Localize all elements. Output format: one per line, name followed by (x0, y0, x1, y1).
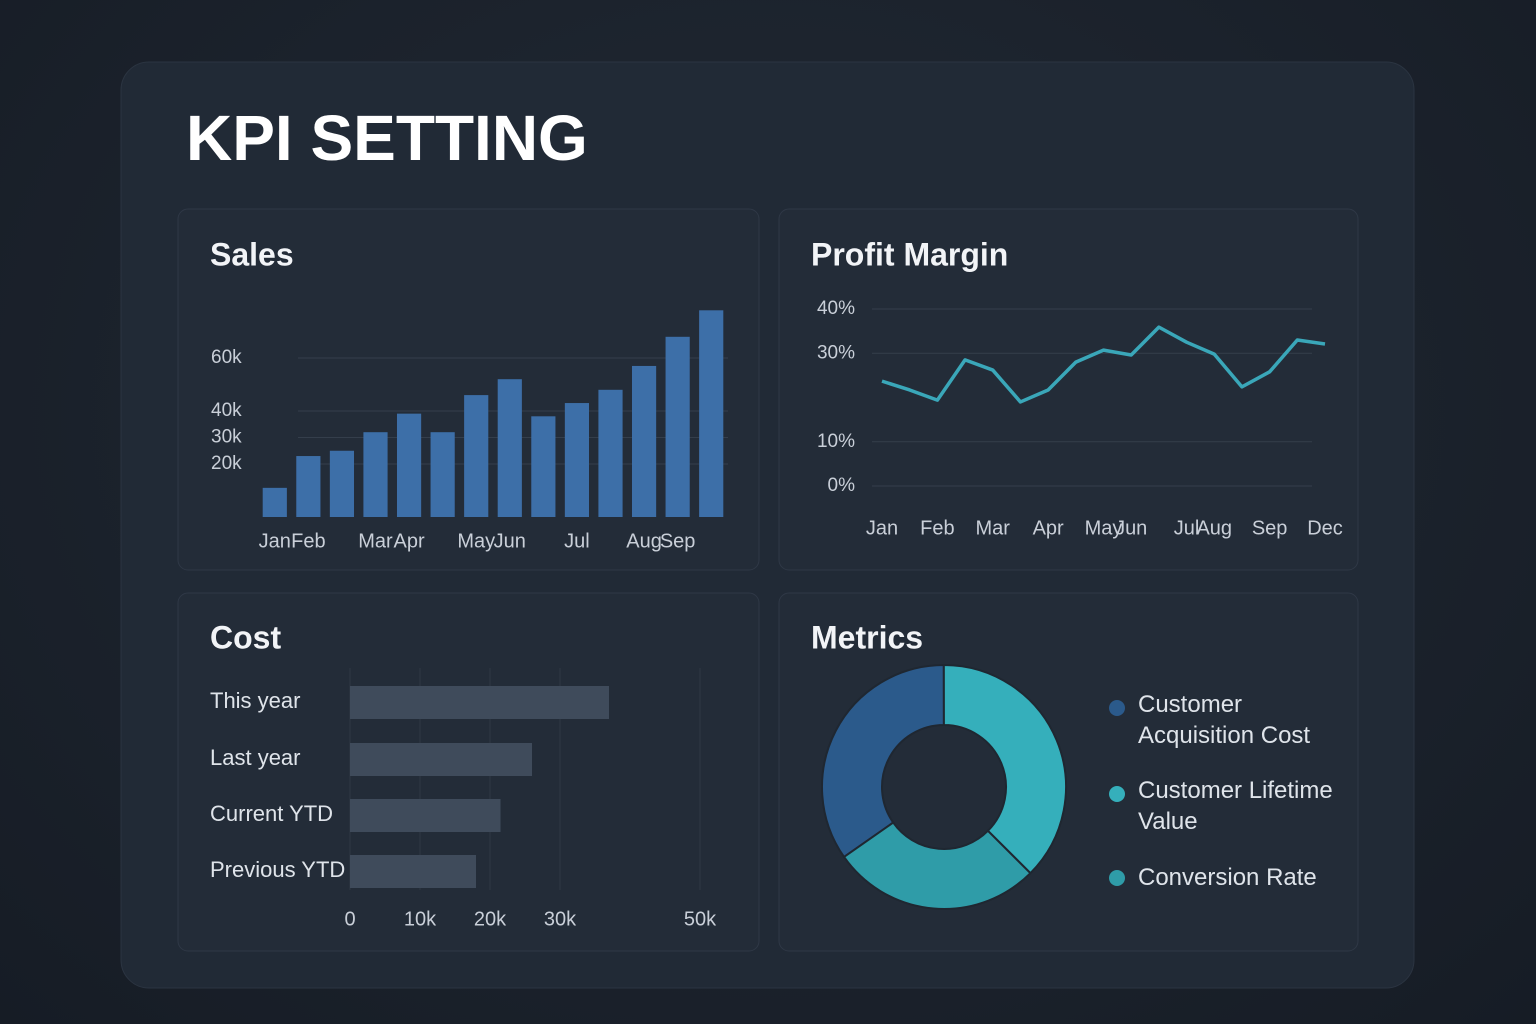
y-tick-label: 40k (211, 400, 242, 421)
bar (531, 416, 556, 517)
x-tick-label: Apr (1033, 517, 1064, 539)
x-tick-label: Sep (1252, 517, 1288, 539)
page-title: KPI SETTING (186, 102, 588, 174)
x-tick-label: Aug (626, 530, 662, 552)
y-tick-label: 30k (211, 427, 242, 448)
panel (778, 208, 1359, 571)
bar (350, 686, 609, 719)
bar (262, 487, 287, 517)
bar (396, 413, 422, 517)
y-tick-label: Last year (210, 745, 301, 770)
legend-marker (1109, 786, 1125, 802)
bar (350, 743, 532, 776)
bar (631, 365, 657, 517)
panel-title: Cost (210, 619, 281, 655)
bar (699, 310, 724, 517)
x-tick-label: Feb (920, 517, 954, 539)
x-tick-label: 50k (684, 908, 717, 930)
line (881, 325, 1326, 404)
y-tick-label: 0% (828, 475, 856, 496)
x-tick-label: Aug (1196, 517, 1232, 539)
x-tick-label: 0 (344, 908, 355, 930)
bar (497, 379, 522, 517)
x-tick-label: May (1085, 517, 1123, 539)
y-tick-label: This year (210, 688, 300, 713)
bar (329, 450, 355, 517)
y-tick-label: Previous YTD (210, 857, 345, 882)
donut-segment (821, 663, 945, 859)
x-tick-label: Jan (866, 517, 898, 539)
bar (350, 799, 501, 832)
donut-segment (842, 821, 1032, 910)
legend-label: Customer Acquisition Cost (1138, 691, 1311, 749)
y-tick-label: 10% (817, 431, 855, 452)
bar (464, 395, 489, 517)
y-tick-label: 20k (211, 453, 242, 474)
bar (296, 456, 321, 517)
x-tick-label: Jun (1115, 517, 1147, 539)
x-tick-label: Jan (259, 530, 291, 552)
y-tick-label: 40% (817, 298, 855, 319)
bar (350, 855, 476, 888)
y-tick-label: 30% (817, 342, 855, 363)
x-tick-label: 30k (544, 908, 577, 930)
x-tick-label: Jul (1174, 517, 1200, 539)
bar (430, 432, 455, 517)
y-tick-label: Current YTD (210, 801, 333, 826)
panel-title: Profit Margin (811, 236, 1008, 272)
donut-segment (942, 663, 1067, 875)
bar (665, 336, 690, 517)
x-tick-label: Dec (1307, 517, 1343, 539)
x-tick-label: Mar (358, 530, 393, 552)
bar (598, 389, 623, 517)
x-tick-label: May (457, 530, 495, 552)
x-tick-label: 10k (404, 908, 437, 930)
x-tick-label: Jun (494, 530, 526, 552)
panel-title: Sales (210, 236, 294, 272)
y-tick-label: 60k (211, 347, 242, 368)
legend-marker (1109, 700, 1125, 716)
legend-marker (1109, 870, 1125, 886)
legend-label: Conversion Rate (1138, 864, 1317, 891)
x-tick-label: Apr (394, 530, 425, 552)
bar (564, 403, 590, 517)
x-tick-label: Mar (976, 517, 1011, 539)
x-tick-label: Feb (291, 530, 325, 552)
bar (363, 432, 388, 517)
legend-label: Customer Lifetime Value (1138, 777, 1333, 835)
x-tick-label: Jul (564, 530, 590, 552)
panel-title: Metrics (811, 619, 923, 655)
x-tick-label: 20k (474, 908, 507, 930)
x-tick-label: Sep (660, 530, 696, 552)
